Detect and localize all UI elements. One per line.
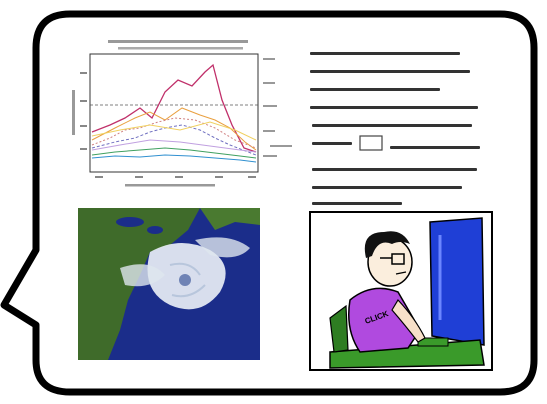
chart-series-line (91, 107, 257, 151)
chart-series-line (91, 124, 257, 156)
chart-series-line (91, 139, 257, 153)
monitor (429, 217, 485, 346)
chart-series-line (91, 147, 257, 159)
chart-series-line (91, 121, 257, 141)
math-equations-text (310, 52, 480, 205)
line-chart-figure (72, 40, 292, 187)
chart-series-line (91, 154, 257, 163)
hurricane-satellite-image (78, 208, 260, 360)
person-at-computer-cartoon: CLICK (309, 211, 493, 371)
chart-plot-area (89, 53, 259, 173)
chart-series-line (91, 117, 257, 149)
chart-series-line (91, 63, 257, 153)
